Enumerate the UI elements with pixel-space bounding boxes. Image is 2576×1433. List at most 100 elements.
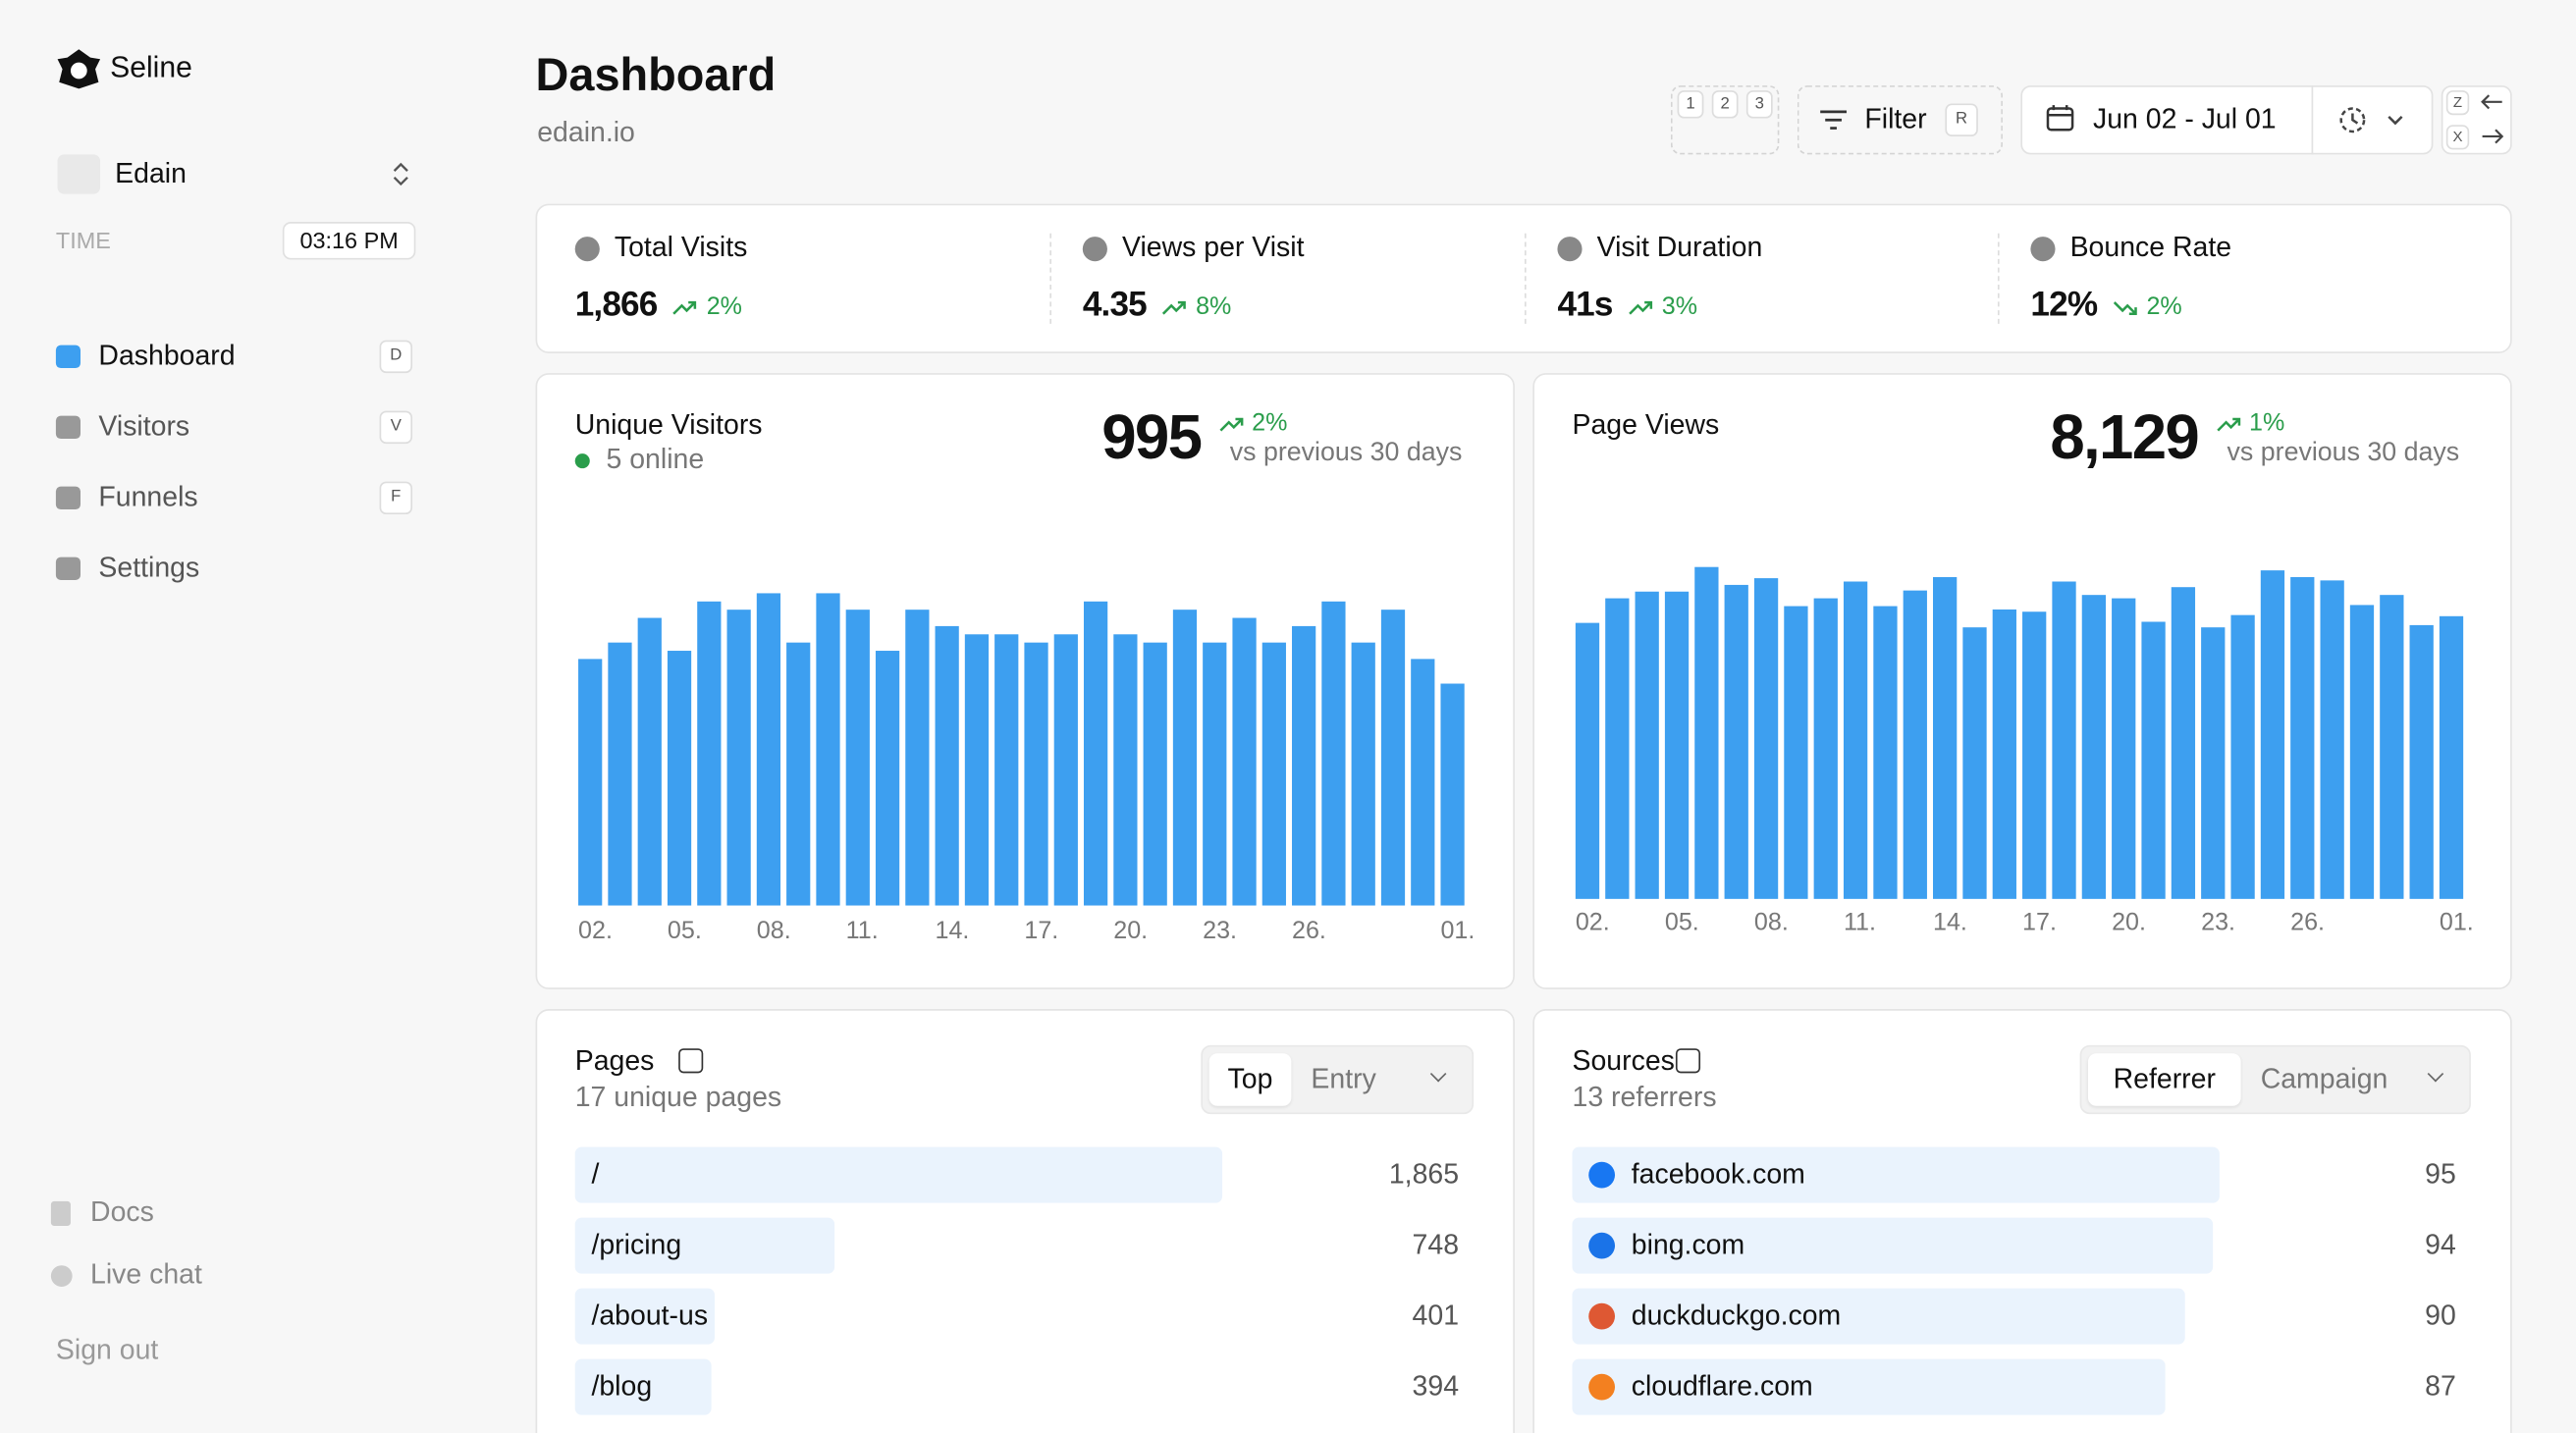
- stat-value: 1,866: [574, 286, 659, 324]
- page-subtitle: edain.io: [537, 116, 635, 148]
- date-range: Jun 02 - Jul 01: [2093, 103, 2277, 135]
- divider: [2311, 85, 2314, 155]
- x-tick-label: 14.: [1933, 909, 1967, 936]
- bar: [816, 593, 840, 906]
- bar: [1605, 598, 1630, 899]
- stat-change: 8%: [1196, 292, 1232, 321]
- chart-change: 2%: [1252, 408, 1288, 438]
- x-tick-label: 26.: [1292, 917, 1326, 944]
- row-bar: [574, 1146, 1223, 1203]
- filter-button[interactable]: [1797, 85, 2003, 155]
- row-label[interactable]: /pricing: [591, 1229, 682, 1261]
- row-label[interactable]: facebook.com: [1631, 1158, 1805, 1191]
- period-arrows[interactable]: [2479, 92, 2505, 148]
- nav-item[interactable]: Dashboard: [98, 340, 236, 372]
- x-tick-label: 08.: [757, 917, 791, 944]
- chart-title: Unique Visitors: [574, 408, 763, 441]
- chart-comparison: vs previous 30 days: [1229, 439, 1463, 467]
- bar: [1053, 634, 1078, 906]
- chart: 02. 05. 08. 11. 14. 17. 20. 23. 26. 01.: [578, 593, 1475, 944]
- bar: [1843, 581, 1868, 899]
- list-subtitle: 17 unique pages: [574, 1081, 782, 1113]
- source-icon: [1588, 1302, 1616, 1330]
- bar: [1664, 591, 1690, 899]
- project-chevron[interactable]: [391, 161, 410, 187]
- bar: [2409, 624, 2434, 899]
- sign-out[interactable]: Sign out: [55, 1334, 159, 1366]
- project-name[interactable]: Edain: [115, 157, 187, 189]
- bar: [964, 634, 990, 906]
- stat-trend: [672, 300, 697, 315]
- time-label: TIME: [55, 227, 111, 253]
- nav-item[interactable]: Visitors: [98, 410, 190, 443]
- chart-comparison: vs previous 30 days: [2227, 439, 2460, 467]
- x-tick-label: 05.: [668, 917, 702, 944]
- row-bar: [574, 1358, 713, 1415]
- bar: [1321, 601, 1346, 906]
- docs-icon: [50, 1200, 71, 1227]
- bar: [1724, 584, 1748, 899]
- shortcut-key[interactable]: 1: [1677, 90, 1704, 119]
- row-bar: [574, 1288, 715, 1345]
- bar: [1292, 625, 1316, 906]
- online-dot: [574, 453, 590, 469]
- row-label[interactable]: duckduckgo.com: [1631, 1300, 1842, 1332]
- x-tick-label: 05.: [1665, 909, 1699, 936]
- stats-card: [535, 203, 2512, 353]
- compare-icon[interactable]: [2337, 105, 2416, 134]
- date-picker[interactable]: [2020, 85, 2434, 155]
- bar: [1575, 622, 1600, 899]
- bar: [1411, 659, 1435, 906]
- bar: [845, 610, 870, 906]
- bar: [1933, 576, 1958, 899]
- stat-label: Visit Duration: [1596, 232, 1763, 263]
- bar: [2052, 581, 2076, 899]
- chat-link[interactable]: Live chat: [90, 1258, 202, 1291]
- row-value: 95: [2425, 1158, 2456, 1191]
- tab-active[interactable]: [1208, 1053, 1292, 1106]
- bar: [667, 651, 692, 906]
- row-label[interactable]: /: [591, 1158, 600, 1191]
- bar: [905, 610, 930, 906]
- row-bar: [1572, 1146, 2220, 1203]
- x-tick-label: 26.: [2290, 909, 2325, 936]
- filter-label: Filter: [1864, 103, 1927, 135]
- bar: [637, 617, 662, 906]
- chart-title: Page Views: [1572, 408, 1720, 441]
- bar: [2380, 595, 2404, 899]
- shortcut-key[interactable]: 3: [1745, 90, 1773, 119]
- stat-change: 2%: [2146, 292, 2182, 321]
- x-tick-label: 23.: [2201, 909, 2235, 936]
- tab-active[interactable]: [2087, 1053, 2241, 1106]
- list-title: Sources: [1572, 1044, 1675, 1077]
- tab[interactable]: Top: [1227, 1063, 1273, 1095]
- stat-label: Views per Visit: [1121, 232, 1305, 263]
- stat-trend: [1161, 300, 1186, 315]
- list-icon: [1675, 1048, 1701, 1074]
- chart-total: 995: [1101, 403, 1203, 474]
- tab[interactable]: Entry: [1311, 1063, 1376, 1095]
- row-label[interactable]: /blog: [591, 1370, 653, 1403]
- stat-label: Total Visits: [614, 232, 748, 263]
- project-icon: [57, 154, 101, 194]
- bar: [2141, 621, 2166, 899]
- nav-item[interactable]: Funnels: [98, 481, 198, 513]
- row-label[interactable]: cloudflare.com: [1631, 1370, 1813, 1403]
- nav-item[interactable]: Settings: [98, 552, 200, 584]
- stat-icon: [1557, 237, 1583, 262]
- stat-label: Bounce Rate: [2069, 232, 2232, 263]
- row-label[interactable]: /about-us: [591, 1300, 709, 1332]
- shortcut-key[interactable]: 2: [1711, 90, 1739, 119]
- tab[interactable]: Campaign: [2260, 1063, 2388, 1095]
- row-label[interactable]: bing.com: [1631, 1229, 1745, 1261]
- bar: [756, 593, 781, 906]
- nav-icon: [55, 486, 81, 510]
- row-value: 748: [1412, 1229, 1460, 1261]
- bar: [1113, 634, 1138, 906]
- x-tick-label: 02.: [578, 917, 613, 944]
- x-tick-label: 17.: [1024, 917, 1058, 944]
- tab[interactable]: Referrer: [2113, 1063, 2216, 1095]
- shortcut-box[interactable]: [1670, 85, 1780, 155]
- row-value: 1,865: [1388, 1158, 1460, 1191]
- docs-link[interactable]: Docs: [90, 1195, 154, 1228]
